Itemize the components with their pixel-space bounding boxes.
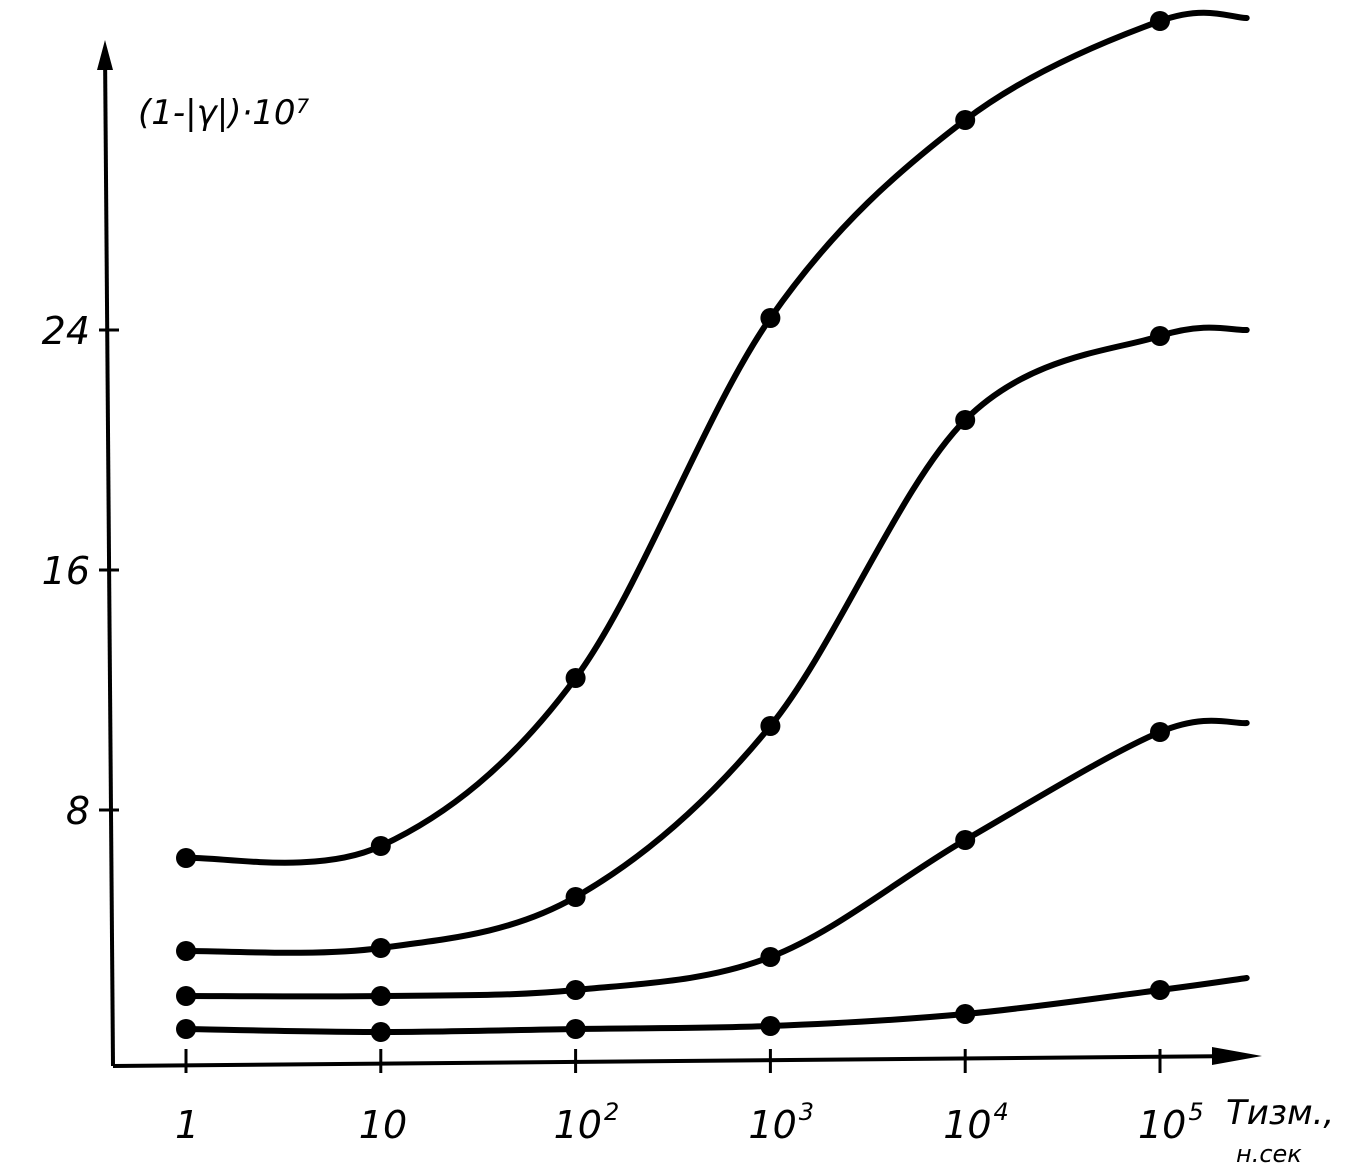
data-point: [370, 1022, 391, 1042]
data-point: [955, 1004, 976, 1024]
x-tick-label-exponent: 5: [1188, 1098, 1203, 1126]
data-point: [565, 887, 586, 907]
series-1: [176, 9, 1250, 868]
x-tick-label: 105: [1138, 1098, 1204, 1147]
x-tick-label: 103: [748, 1098, 814, 1147]
x-axis-arrow: [1212, 1047, 1262, 1065]
x-tick-label-base: 10: [1138, 1103, 1186, 1147]
y-tick-label: 16: [42, 549, 90, 593]
y-axis-title: (1-|γ|)·10⁷: [138, 93, 310, 133]
data-point: [1150, 722, 1170, 742]
series-group: [176, 9, 1250, 1042]
x-tick-label: 1: [175, 1103, 199, 1147]
series-2: [176, 324, 1250, 961]
data-point: [1150, 980, 1170, 1000]
data-point: [760, 947, 781, 967]
series-line: [183, 9, 1250, 866]
data-point: [370, 986, 391, 1006]
x-axis-title-line2: н.сек: [1236, 1140, 1302, 1168]
data-point: [760, 716, 781, 736]
y-tick-label: 24: [42, 309, 90, 353]
x-tick-label-exponent: 3: [799, 1098, 814, 1126]
x-tick-label: 102: [554, 1098, 620, 1147]
data-point: [1150, 326, 1170, 346]
x-tick-label-base: 10: [943, 1103, 991, 1147]
data-point: [760, 1016, 781, 1036]
x-tick-label-base: 10: [554, 1103, 602, 1147]
x-axis-line: [112, 1054, 1246, 1068]
data-point: [370, 836, 391, 856]
data-point: [955, 110, 976, 130]
x-tick-label-base: 10: [359, 1103, 407, 1147]
data-point: [565, 668, 586, 688]
data-point: [370, 938, 391, 958]
x-tick-label-base: 1: [175, 1103, 199, 1147]
x-tick-label-exponent: 2: [604, 1098, 619, 1126]
series-4: [176, 975, 1250, 1042]
x-tick-label-exponent: 4: [994, 1098, 1009, 1126]
data-point: [176, 848, 196, 868]
series-3: [176, 717, 1250, 1006]
x-axis-title-line1: Tизм.,: [1226, 1093, 1334, 1133]
series-line: [183, 975, 1250, 1035]
y-tick-label: 8: [66, 789, 90, 833]
data-point: [955, 410, 976, 430]
data-point: [1150, 11, 1170, 31]
y-axis-line: [103, 49, 115, 1067]
data-point: [176, 941, 196, 961]
data-point: [565, 980, 586, 1000]
x-tick-label: 104: [943, 1098, 1009, 1147]
data-point: [955, 830, 976, 850]
x-tick-label-base: 10: [748, 1103, 796, 1147]
data-point: [565, 1019, 586, 1039]
y-axis-arrow: [97, 40, 113, 70]
data-point: [176, 1019, 196, 1039]
data-point: [176, 986, 196, 1006]
data-point: [760, 308, 781, 328]
x-tick-label: 10: [359, 1103, 407, 1147]
axes: [97, 40, 1262, 1068]
